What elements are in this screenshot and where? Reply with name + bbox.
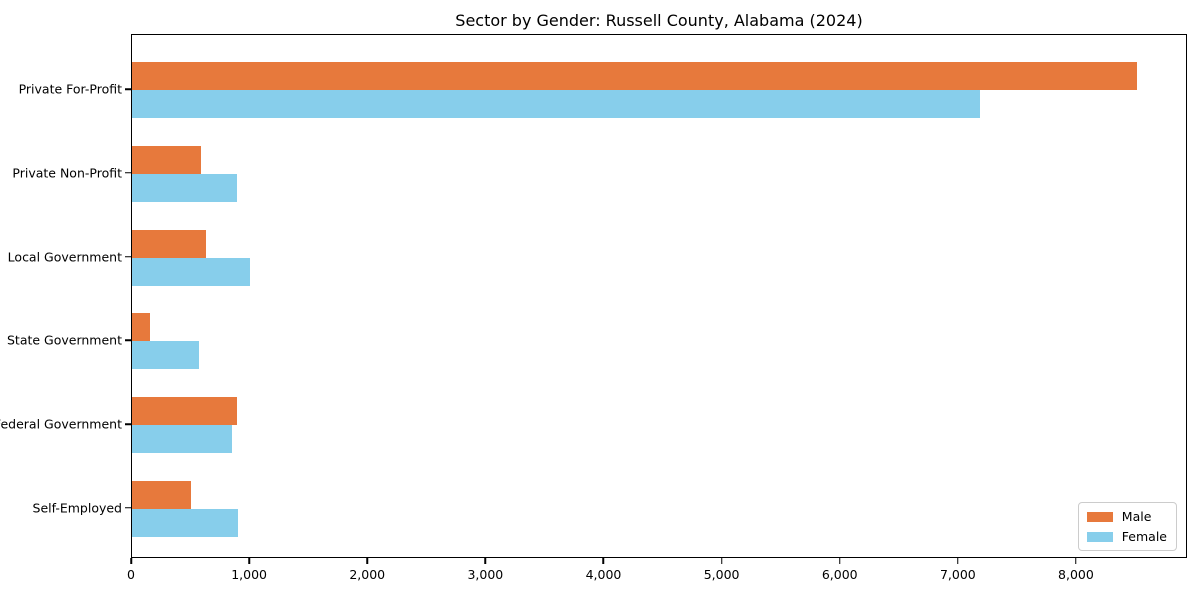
bar-female-5 (132, 508, 239, 537)
xtick-label-7: 7,000 (939, 567, 976, 582)
xtick-label-4: 4,000 (585, 567, 622, 582)
xtick-mark-6 (838, 558, 841, 564)
legend: Male Female (1077, 502, 1177, 551)
bar-male-3 (132, 313, 150, 342)
ytick-mark-4 (125, 423, 131, 425)
bar-female-3 (132, 341, 200, 370)
ytick-label-2: Local Government (7, 249, 122, 265)
bar-male-1 (132, 145, 201, 174)
xtick-mark-2 (366, 558, 368, 564)
xtick-label-0: 0 (127, 567, 135, 582)
ytick-mark-3 (125, 339, 131, 342)
ytick-mark-1 (125, 172, 131, 174)
bar-female-4 (132, 425, 233, 454)
xtick-mark-3 (484, 558, 487, 564)
ytick-label-0: Private For-Profit (18, 81, 122, 97)
legend-label-male: Male (1121, 509, 1152, 524)
legend-item-male: Male (1086, 509, 1167, 524)
xtick-mark-4 (602, 558, 605, 564)
bar-male-2 (132, 229, 207, 258)
plot-area: Male Female (131, 34, 1187, 558)
xtick-mark-5 (720, 558, 723, 564)
xtick-label-3: 3,000 (467, 567, 504, 582)
ytick-label-3: State Government (6, 332, 122, 348)
bar-male-5 (132, 480, 192, 509)
ytick-mark-0 (125, 88, 131, 90)
bar-female-0 (132, 90, 981, 119)
bar-female-2 (132, 257, 251, 286)
bar-female-1 (132, 173, 238, 202)
xtick-mark-0 (130, 558, 132, 564)
chart-title: Sector by Gender: Russell County, Alabam… (455, 11, 863, 30)
legend-label-female: Female (1121, 529, 1167, 544)
xtick-label-1: 1,000 (231, 567, 268, 582)
xtick-label-6: 6,000 (821, 567, 858, 582)
female-series-swatch (1086, 531, 1113, 542)
ytick-label-5: Self-Employed (32, 500, 122, 516)
xtick-label-2: 2,000 (349, 567, 386, 582)
xtick-label-8: 8,000 (1058, 567, 1094, 582)
ytick-label-1: Private Non-Profit (12, 165, 122, 181)
xtick-mark-7 (957, 558, 959, 564)
ytick-mark-5 (125, 507, 131, 509)
legend-item-female: Female (1086, 529, 1167, 544)
xtick-mark-8 (1075, 558, 1077, 564)
xtick-label-5: 5,000 (703, 567, 740, 582)
bar-male-0 (132, 62, 1138, 91)
ytick-mark-2 (125, 255, 131, 258)
bar-male-4 (132, 397, 238, 426)
xtick-mark-1 (248, 558, 250, 564)
male-series-swatch (1086, 511, 1113, 522)
ytick-label-4: Federal Government (0, 416, 122, 432)
